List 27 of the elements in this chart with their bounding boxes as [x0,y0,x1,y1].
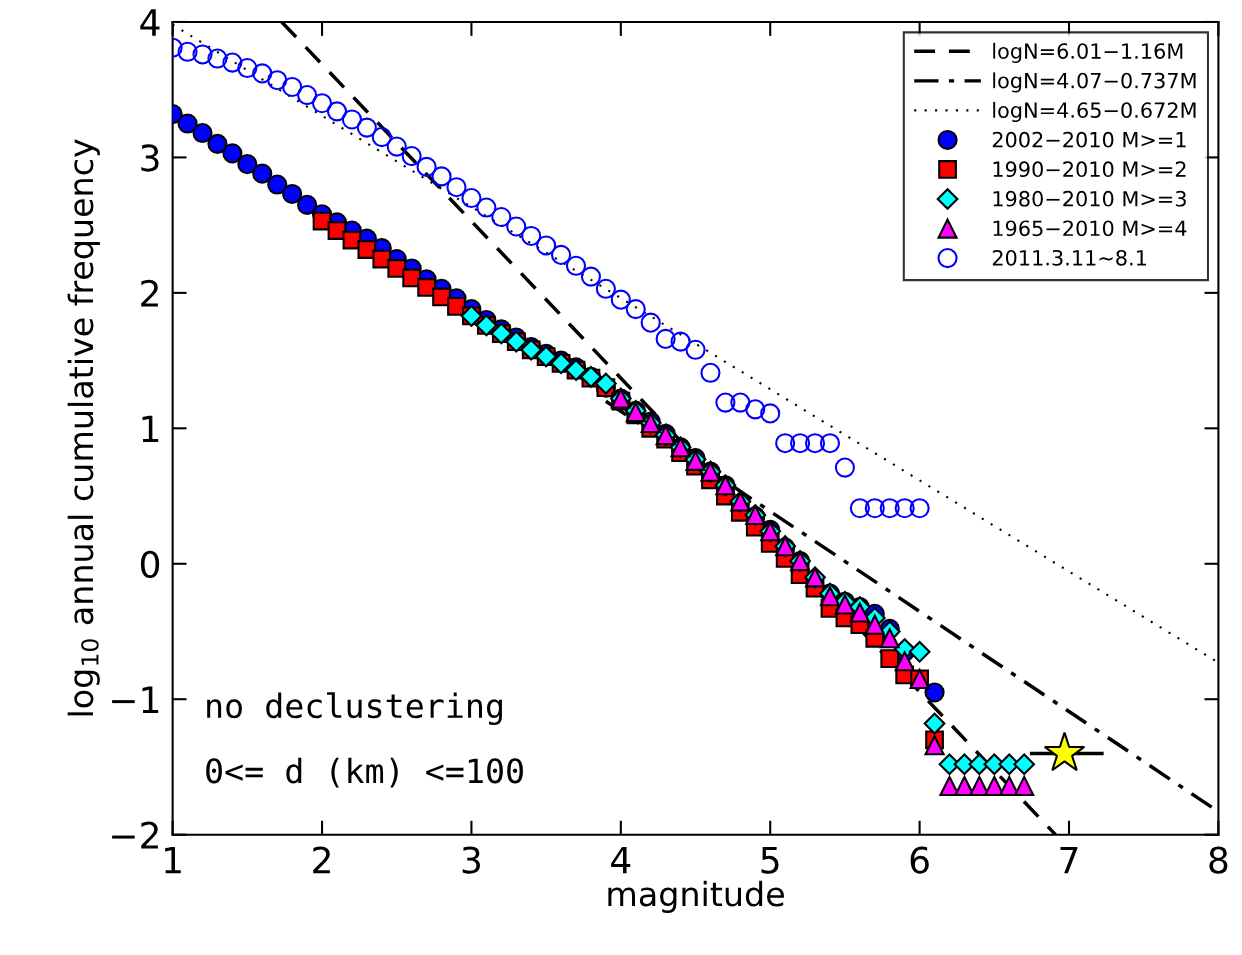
legend-label: 2011.3.11~8.1 [992,249,1146,266]
y-tick-label: −1 [112,686,159,713]
annotation: no declustering [207,692,502,726]
x-tick-label: 1 [165,846,181,874]
y-tick-label: 0 [140,550,160,578]
y-axis-title: log$_{10}$ annual cumulative frequency [67,139,100,716]
legend-label: 1990−2010 M>=2 [993,161,1186,178]
x-tick-label: 6 [910,846,929,874]
x-tick-label: 8 [1209,846,1228,874]
legend-label: logN=4.65−0.672M [993,101,1196,123]
y-tick-label: 3 [141,144,159,172]
y-tick-label: −2 [112,821,158,849]
legend-label: 1965−2010 M>=4 [993,220,1187,237]
x-tick-label: 2 [313,846,330,874]
x-tick-label: 5 [761,846,779,874]
x-tick-label: 4 [611,846,631,874]
x-tick-label: 3 [462,846,481,874]
y-tick-label: 2 [141,279,158,307]
legend-label: logN=4.07−0.737M [993,72,1196,93]
legend-label: 1980−2010 M>=3 [993,190,1186,207]
legend-label: 2002−2010 M>=1 [992,131,1186,148]
y-tick-label: 4 [140,9,160,36]
x-tick-label: 7 [1060,846,1078,874]
annotation: 0<= d (km) <=100 [206,757,523,788]
y-tick-label: 1 [142,415,159,443]
legend-label: logN=6.01−1.16M [993,42,1183,63]
x-axis-title: magnitude [608,880,784,913]
